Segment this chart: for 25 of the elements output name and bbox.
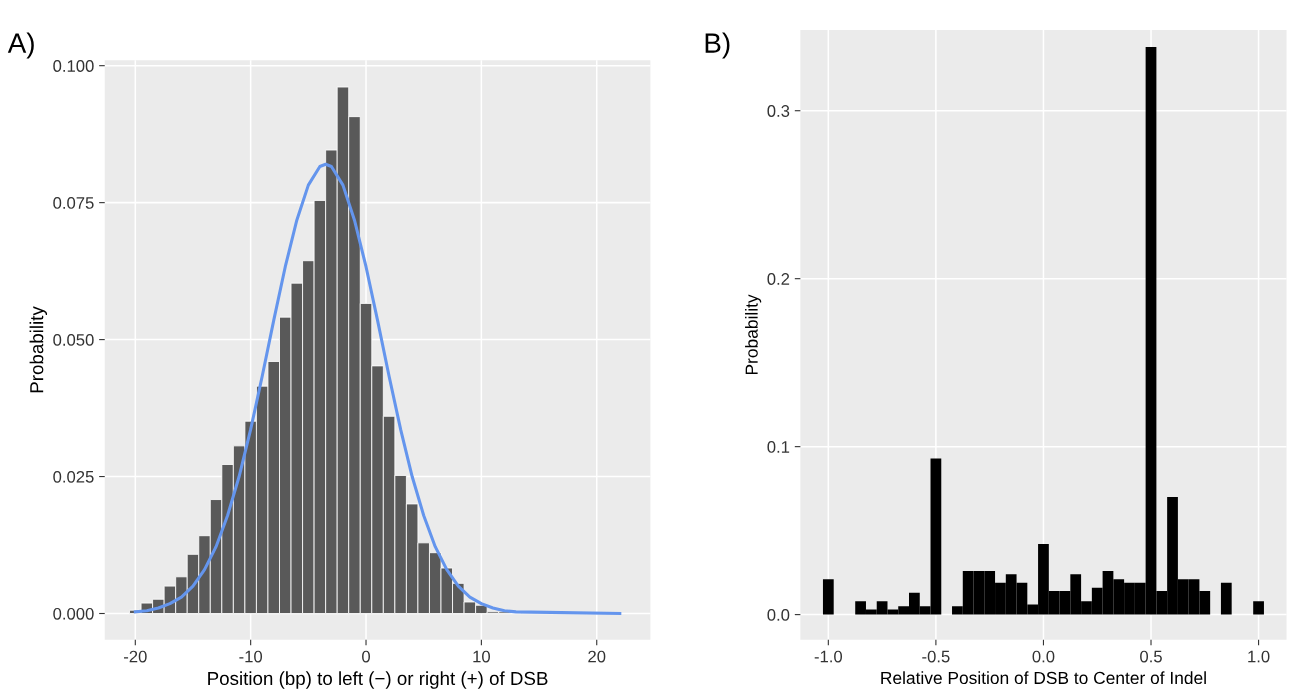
x-axis-title: Relative Position of DSB to Center of Indel — [881, 671, 1206, 685]
x-axis-title: Position (bp) to left (−) or right (+) of DSB — [208, 671, 548, 689]
chart-title: B) — [705, 32, 730, 59]
y-tick-label: 0.2 — [767, 273, 790, 285]
x-tick-label: -10 — [239, 650, 263, 663]
x-tick-label: 1.0 — [1248, 650, 1270, 663]
x-tick-label: 20 — [588, 650, 606, 663]
y-axis-title: Probability — [29, 306, 48, 393]
chart-title: A) — [7, 32, 34, 59]
x-tick-label: -1.0 — [814, 650, 843, 663]
y-axis-title: Probability — [745, 294, 762, 375]
x-tick-label: -0.5 — [922, 650, 950, 663]
y-tick-label: 0.1 — [767, 441, 790, 453]
y-tick-label: 0.075 — [53, 197, 94, 209]
x-tick-label: 0.0 — [1032, 650, 1055, 663]
x-tick-label: 0 — [362, 650, 370, 663]
y-tick-label: 0.3 — [767, 105, 790, 117]
y-tick-label: 0.025 — [53, 470, 94, 483]
x-tick-label: 0.5 — [1140, 650, 1162, 663]
y-tick-label: 0.050 — [53, 333, 94, 346]
x-tick-label: -20 — [124, 650, 147, 663]
y-tick-label: 0.0 — [767, 609, 790, 621]
y-tick-label: 0.000 — [53, 607, 94, 620]
y-tick-label: 0.100 — [53, 60, 94, 72]
x-tick-label: 10 — [473, 650, 490, 663]
